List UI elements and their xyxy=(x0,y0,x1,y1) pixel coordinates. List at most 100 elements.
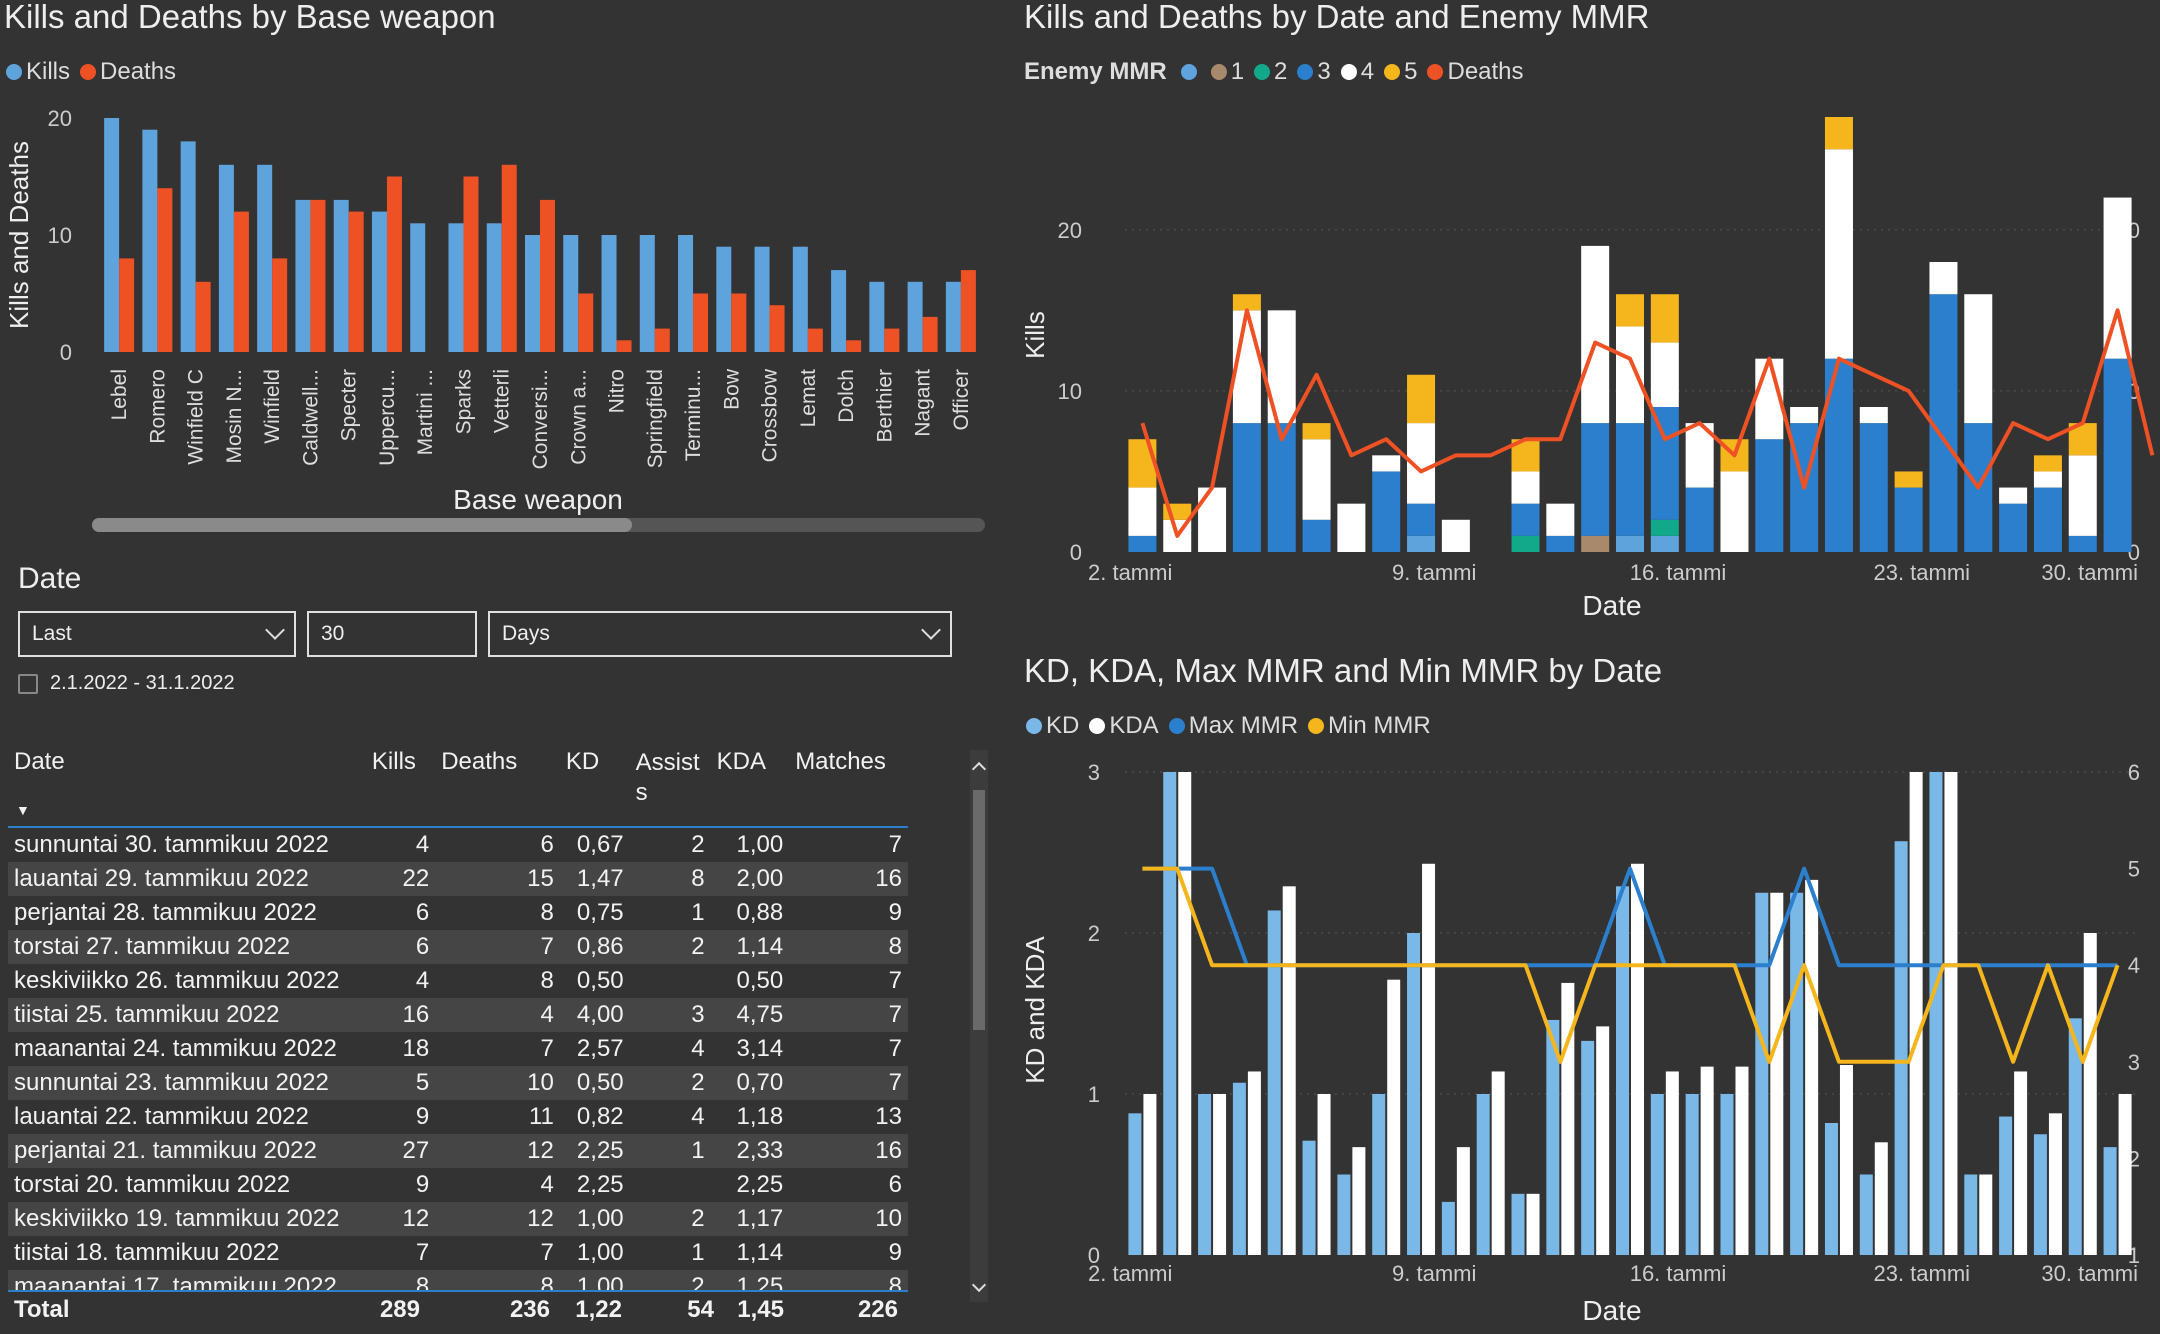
kills-bar xyxy=(257,164,273,352)
y2-tick-label: 3 xyxy=(2128,1050,2140,1075)
table-row[interactable]: tiistai 18. tammikuu 2022 7 7 1,00 1 1,14 9 xyxy=(8,1236,908,1270)
kd-bar xyxy=(1128,1113,1142,1255)
table-scroll-thumb[interactable] xyxy=(973,790,985,1030)
cell-assists: 2 xyxy=(691,831,705,858)
header-assists[interactable]: Assist s xyxy=(635,749,700,806)
x-tick-label: 30. tammi xyxy=(2041,1261,2138,1286)
header-matches[interactable]: Matches xyxy=(795,748,886,775)
cell-matches: 9 xyxy=(888,1239,902,1266)
slicer-unit-dropdown[interactable]: Days xyxy=(488,611,952,657)
legend-mmr-1[interactable]: 1 xyxy=(1210,58,1244,86)
table-row[interactable]: perjantai 21. tammikuu 2022 27 12 2,25 1 2,33… xyxy=(8,1134,908,1168)
legend-mmr-4[interactable]: 4 xyxy=(1340,58,1374,86)
table-row[interactable]: keskiviikko 19. tammikuu 2022 12 12 1,00 2 1,… xyxy=(8,1202,908,1236)
header-kills[interactable]: Kills xyxy=(371,748,416,775)
x-tick-label: Vetterli xyxy=(491,369,514,433)
x-tick-label: 2. tammi xyxy=(1088,1261,1172,1286)
x-tick-label: Nitro xyxy=(606,369,629,413)
weapon-chart-legend[interactable]: Kills Deaths xyxy=(6,58,186,86)
legend-deaths[interactable]: Deaths xyxy=(80,58,176,86)
legend-mmr-2[interactable]: 2 xyxy=(1254,58,1287,86)
mmr-stack-bar xyxy=(2103,197,2132,359)
legend-kd[interactable]: KD xyxy=(1026,712,1079,740)
date-range: 2.1.2022 - 31.1.2022 xyxy=(18,672,235,695)
kd-chart-legend[interactable]: KD KDA Max MMR Min MMR xyxy=(1026,712,1441,740)
table-row[interactable]: sunnuntai 23. tammikuu 2022 5 10 0,50 2 0,70 7 xyxy=(8,1066,908,1100)
kda-bar xyxy=(1456,1147,1470,1255)
kda-bar xyxy=(1422,863,1436,1255)
slicer-count-input[interactable]: 30 xyxy=(307,611,477,657)
total-kda: 1,45 xyxy=(737,1296,784,1323)
cell-kda: 1,00 xyxy=(736,831,784,858)
mmr-stack-bar xyxy=(2033,455,2062,472)
mmr-stack-bar xyxy=(2033,487,2062,552)
legend-mmr-5[interactable]: 5 xyxy=(1384,58,1417,86)
legend-deaths-line[interactable]: Deaths xyxy=(1427,58,1524,86)
cell-kills: 4 xyxy=(415,831,430,858)
scroll-up-icon[interactable] xyxy=(971,761,987,777)
header-date[interactable]: Date ▼ xyxy=(8,748,366,828)
x-axis-title: Base weapon xyxy=(453,484,623,515)
header-kd[interactable]: KD xyxy=(565,748,600,775)
weapon-chart[interactable]: 0 10 20 Lebel Romero Winfield C Mosin N... Winf… xyxy=(0,95,1000,535)
table-scrollbar[interactable] xyxy=(970,750,988,1302)
deaths-bar xyxy=(157,188,173,352)
cell-kills: 6 xyxy=(365,930,436,964)
table-row[interactable]: lauantai 29. tammikuu 2022 22 15 1,47 8 2,00 1… xyxy=(8,862,908,896)
kd-bar xyxy=(1685,1094,1699,1255)
legend-mmr-blank[interactable] xyxy=(1180,64,1201,80)
kd-bar xyxy=(1964,1174,1978,1255)
legend-max-mmr[interactable]: Max MMR xyxy=(1168,712,1298,740)
x-tick-label: Sparks xyxy=(452,369,475,434)
header-kda[interactable]: KDA xyxy=(716,748,766,775)
x-tick-label: Conversi... xyxy=(529,369,552,469)
table-row[interactable]: maanantai 24. tammikuu 2022 18 7 2,57 4 3,14 7 xyxy=(8,1032,908,1066)
x-tick-label: Crossbow xyxy=(759,368,782,462)
legend-dot xyxy=(1308,718,1325,734)
kd-bar xyxy=(1546,1019,1560,1255)
slicer-mode-dropdown[interactable]: Last xyxy=(18,611,296,657)
legend-mmr-3[interactable]: 3 xyxy=(1297,58,1331,86)
kd-chart-title: KD, KDA, Max MMR and Min MMR by Date xyxy=(1024,652,1663,689)
mmr-stack-bar xyxy=(1999,503,2028,552)
kills-bar xyxy=(869,281,885,352)
cell-assists: 2 xyxy=(629,1202,711,1236)
kd-bar xyxy=(1859,1174,1873,1255)
mmr-stack-bar xyxy=(2068,535,2097,552)
table-row[interactable]: lauantai 22. tammikuu 2022 9 11 0,82 4 1,18 13 xyxy=(8,1100,908,1134)
cell-deaths: 6 xyxy=(540,831,554,858)
cell-matches: 7 xyxy=(888,831,902,858)
cell-matches: 9 xyxy=(888,899,902,926)
table-header-divider xyxy=(8,826,908,828)
deaths-bar xyxy=(386,176,402,352)
table-row[interactable]: torstai 27. tammikuu 2022 6 7 0,86 2 1,14 8 xyxy=(8,930,908,964)
total-label: Total xyxy=(14,1296,70,1323)
deaths-bar xyxy=(195,281,211,352)
cell-kda: 2,25 xyxy=(736,1171,784,1198)
table-row[interactable]: torstai 20. tammikuu 2022 9 4 2,25 2,25 6 xyxy=(8,1168,908,1202)
scroll-down-icon[interactable] xyxy=(971,1277,987,1293)
mmr-chart-legend[interactable]: Enemy MMR 1 2 3 4 5 Deaths xyxy=(1024,58,1534,86)
legend-label: 2 xyxy=(1274,58,1288,85)
cell-kd: 1,47 xyxy=(559,862,630,896)
mmr-stack-bar xyxy=(1302,439,1331,520)
legend-kills[interactable]: Kills xyxy=(6,58,70,86)
mmr-stack-bar xyxy=(1824,117,1853,150)
header-deaths[interactable]: Deaths xyxy=(441,748,518,775)
table-row[interactable]: sunnuntai 30. tammikuu 2022 4 6 0,67 2 1,00 7 xyxy=(8,828,908,862)
table-row[interactable]: tiistai 25. tammikuu 2022 16 4 4,00 3 4,75 7 xyxy=(8,998,908,1032)
cell-deaths: 7 xyxy=(540,1035,554,1062)
deaths-bar xyxy=(272,258,288,352)
cell-assists: 2 xyxy=(629,930,711,964)
cell-deaths: 12 xyxy=(435,1134,560,1168)
table-row[interactable]: perjantai 28. tammikuu 2022 6 8 0,75 1 0,88 9 xyxy=(8,896,908,930)
legend-min-mmr[interactable]: Min MMR xyxy=(1308,712,1431,740)
table-row[interactable]: keskiviikko 26. tammikuu 2022 4 8 0,50 0,50 7 xyxy=(8,964,908,998)
legend-kda[interactable]: KDA xyxy=(1089,712,1159,740)
deaths-bar xyxy=(310,199,326,352)
kd-bar xyxy=(1929,772,1943,1255)
cell-kda: 0,88 xyxy=(736,899,784,926)
kda-bar xyxy=(1839,1065,1853,1255)
